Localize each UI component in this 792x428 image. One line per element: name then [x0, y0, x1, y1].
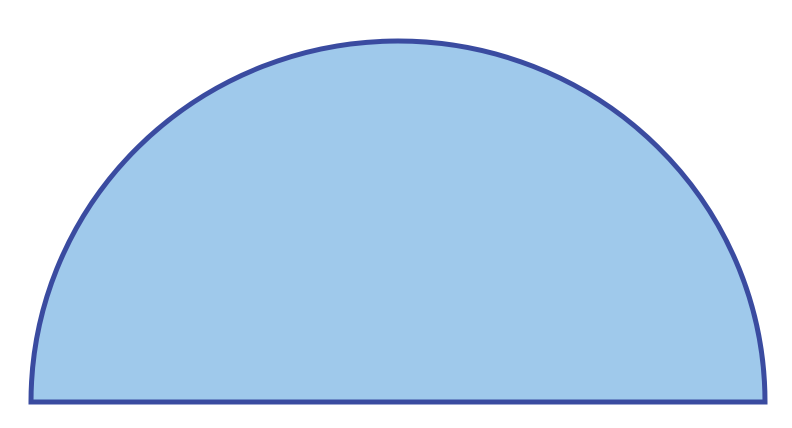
- semicircle-shape: [28, 38, 768, 405]
